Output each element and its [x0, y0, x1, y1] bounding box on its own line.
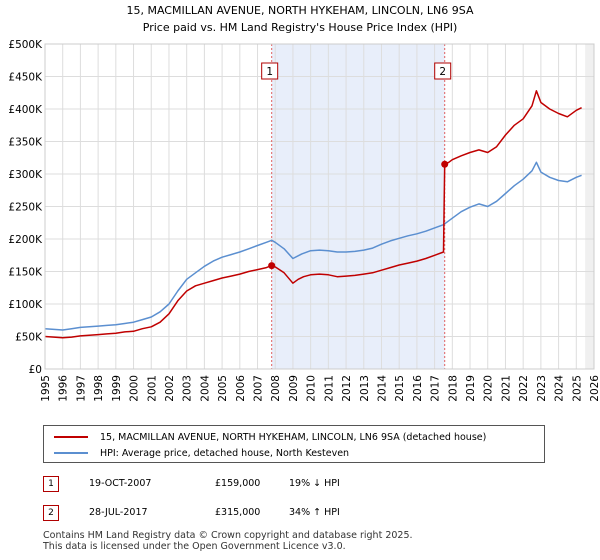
transaction-hpi-diff: 19% ↓ HPI [289, 478, 340, 489]
x-tick-label: 2006 [235, 375, 247, 402]
annotation-box [434, 62, 452, 80]
x-tick-label: 2017 [430, 375, 442, 402]
x-tick-label: 2005 [217, 375, 229, 402]
x-tick-label: 2002 [164, 375, 176, 402]
x-tick-label: 2024 [554, 375, 566, 402]
y-tick-label: £200K [8, 234, 43, 246]
transaction-date: 28-JUL-2017 [89, 507, 148, 518]
transaction-hpi-diff: 34% ↑ HPI [289, 507, 340, 518]
annotation-label: 1 [266, 66, 273, 78]
legend-swatch-red [54, 436, 88, 438]
x-tick-label: 2001 [146, 375, 158, 402]
annotation-label: 2 [439, 66, 446, 78]
x-tick-label: 2020 [483, 375, 495, 402]
x-tick-label: 2011 [323, 375, 335, 402]
x-tick-label: 1995 [40, 375, 52, 402]
y-tick-label: £50K [15, 332, 43, 344]
x-tick-label: 2025 [571, 375, 583, 402]
y-tick-label: £300K [8, 169, 43, 181]
x-tick-label: 1997 [75, 375, 87, 402]
y-tick-label: £250K [8, 202, 43, 214]
y-tick-label: £0 [29, 364, 42, 376]
legend-label: HPI: Average price, detached house, Nort… [100, 447, 350, 459]
footer-licence: This data is licensed under the Open Gov… [43, 541, 346, 552]
price-chart: 15, MACMILLAN AVENUE, NORTH HYKEHAM, LIN… [8, 4, 600, 402]
x-tick-label: 2010 [306, 375, 318, 402]
x-tick-label: 2015 [394, 375, 406, 402]
y-tick-label: £100K [8, 299, 43, 311]
x-tick-label: 2023 [536, 375, 548, 402]
x-tick-label: 2008 [270, 375, 282, 402]
legend-label: 15, MACMILLAN AVENUE, NORTH HYKEHAM, LIN… [100, 431, 487, 443]
x-tick-label: 2004 [199, 375, 211, 402]
legend: 15, MACMILLAN AVENUE, NORTH HYKEHAM, LIN… [43, 425, 545, 463]
x-tick-label: 2003 [182, 375, 194, 402]
y-tick-label: £500K [8, 39, 43, 51]
x-tick-label: 2018 [447, 375, 459, 402]
transaction-price: £159,000 [215, 478, 261, 489]
x-tick-label: 2012 [341, 375, 353, 402]
x-tick-label: 2009 [288, 375, 300, 402]
x-tick-label: 2016 [412, 375, 424, 402]
x-tick-label: 2007 [253, 375, 265, 402]
y-tick-label: £400K [8, 104, 43, 116]
chart-title: 15, MACMILLAN AVENUE, NORTH HYKEHAM, LIN… [126, 4, 473, 17]
y-tick-label: £150K [8, 267, 43, 279]
transaction-marker: 1 [43, 476, 59, 492]
footer: Contains HM Land Registry data © Crown c… [43, 530, 413, 552]
sale-point [441, 160, 449, 168]
plot-border [44, 43, 595, 370]
x-tick-label: 2021 [500, 375, 512, 402]
x-tick-label: 1996 [58, 375, 70, 402]
x-tick-label: 1999 [111, 375, 123, 402]
x-tick-label: 1998 [93, 375, 105, 402]
footer-copyright: Contains HM Land Registry data © Crown c… [43, 530, 413, 541]
legend-swatch-blue [54, 452, 88, 454]
sale-point [268, 262, 276, 270]
series-line-property [44, 90, 582, 339]
x-tick-label: 2000 [129, 375, 141, 402]
y-tick-label: £350K [8, 137, 43, 149]
annotation-box [261, 62, 279, 80]
series-line-hpi [44, 161, 582, 331]
transaction-date: 19-OCT-2007 [89, 478, 152, 489]
transaction-marker: 2 [43, 505, 59, 521]
transaction-price: £315,000 [215, 507, 261, 518]
legend-item-hpi: HPI: Average price, detached house, Nort… [54, 445, 349, 461]
x-tick-label: 2014 [376, 375, 388, 402]
chart-subtitle: Price paid vs. HM Land Registry's House … [143, 21, 458, 34]
x-tick-label: 2013 [359, 375, 371, 402]
y-tick-label: £450K [8, 72, 43, 84]
x-tick-label: 2026 [589, 375, 600, 402]
x-tick-label: 2019 [465, 375, 477, 402]
legend-item-property: 15, MACMILLAN AVENUE, NORTH HYKEHAM, LIN… [54, 429, 486, 445]
x-tick-label: 2022 [518, 375, 530, 402]
